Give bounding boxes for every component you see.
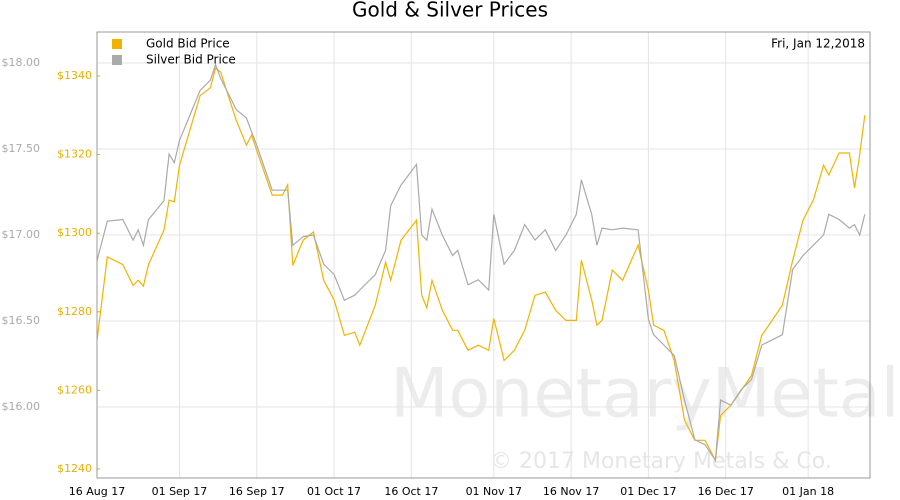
x-tick-label: 16 Sep 17 (229, 485, 285, 498)
x-tick-label: 16 Dec 17 (698, 485, 754, 498)
chart-title: Gold & Silver Prices (352, 0, 548, 22)
y-tick-label: $17.00 (2, 228, 41, 241)
legend-label: Gold Bid Price (146, 37, 230, 51)
copyright: © 2017 Monetary Metals & Co. (490, 449, 832, 474)
y-tick-label: $18.00 (2, 56, 41, 69)
x-tick-label: 01 Jan 18 (782, 485, 834, 498)
legend-swatch (112, 39, 122, 49)
y-tick-label: $16.50 (2, 314, 41, 327)
x-tick-label: 01 Sep 17 (152, 485, 208, 498)
y-tick-label: $16.00 (2, 400, 41, 413)
legend-label: Silver Bid Price (146, 53, 236, 67)
x-tick-label: 16 Oct 17 (384, 485, 438, 498)
x-tick-label: 01 Nov 17 (466, 485, 522, 498)
y2-tick-label: $1320 (57, 148, 92, 161)
y2-tick-label: $1340 (57, 69, 92, 82)
x-tick-label: 01 Dec 17 (620, 485, 676, 498)
x-tick-label: 16 Aug 17 (69, 485, 125, 498)
watermark: MonetaryMetals (390, 355, 900, 434)
y2-tick-label: $1240 (57, 462, 92, 475)
y-tick-label: $17.50 (2, 142, 41, 155)
legend-swatch (112, 55, 122, 65)
x-tick-label: 01 Oct 17 (307, 485, 361, 498)
x-tick-label: 16 Nov 17 (543, 485, 599, 498)
date-annotation: Fri, Jan 12,2018 (771, 37, 865, 51)
plot-border (96, 31, 871, 479)
y2-tick-label: $1260 (57, 383, 92, 396)
y2-tick-label: $1280 (57, 305, 92, 318)
y2-tick-label: $1300 (57, 226, 92, 239)
series-line (96, 62, 866, 463)
